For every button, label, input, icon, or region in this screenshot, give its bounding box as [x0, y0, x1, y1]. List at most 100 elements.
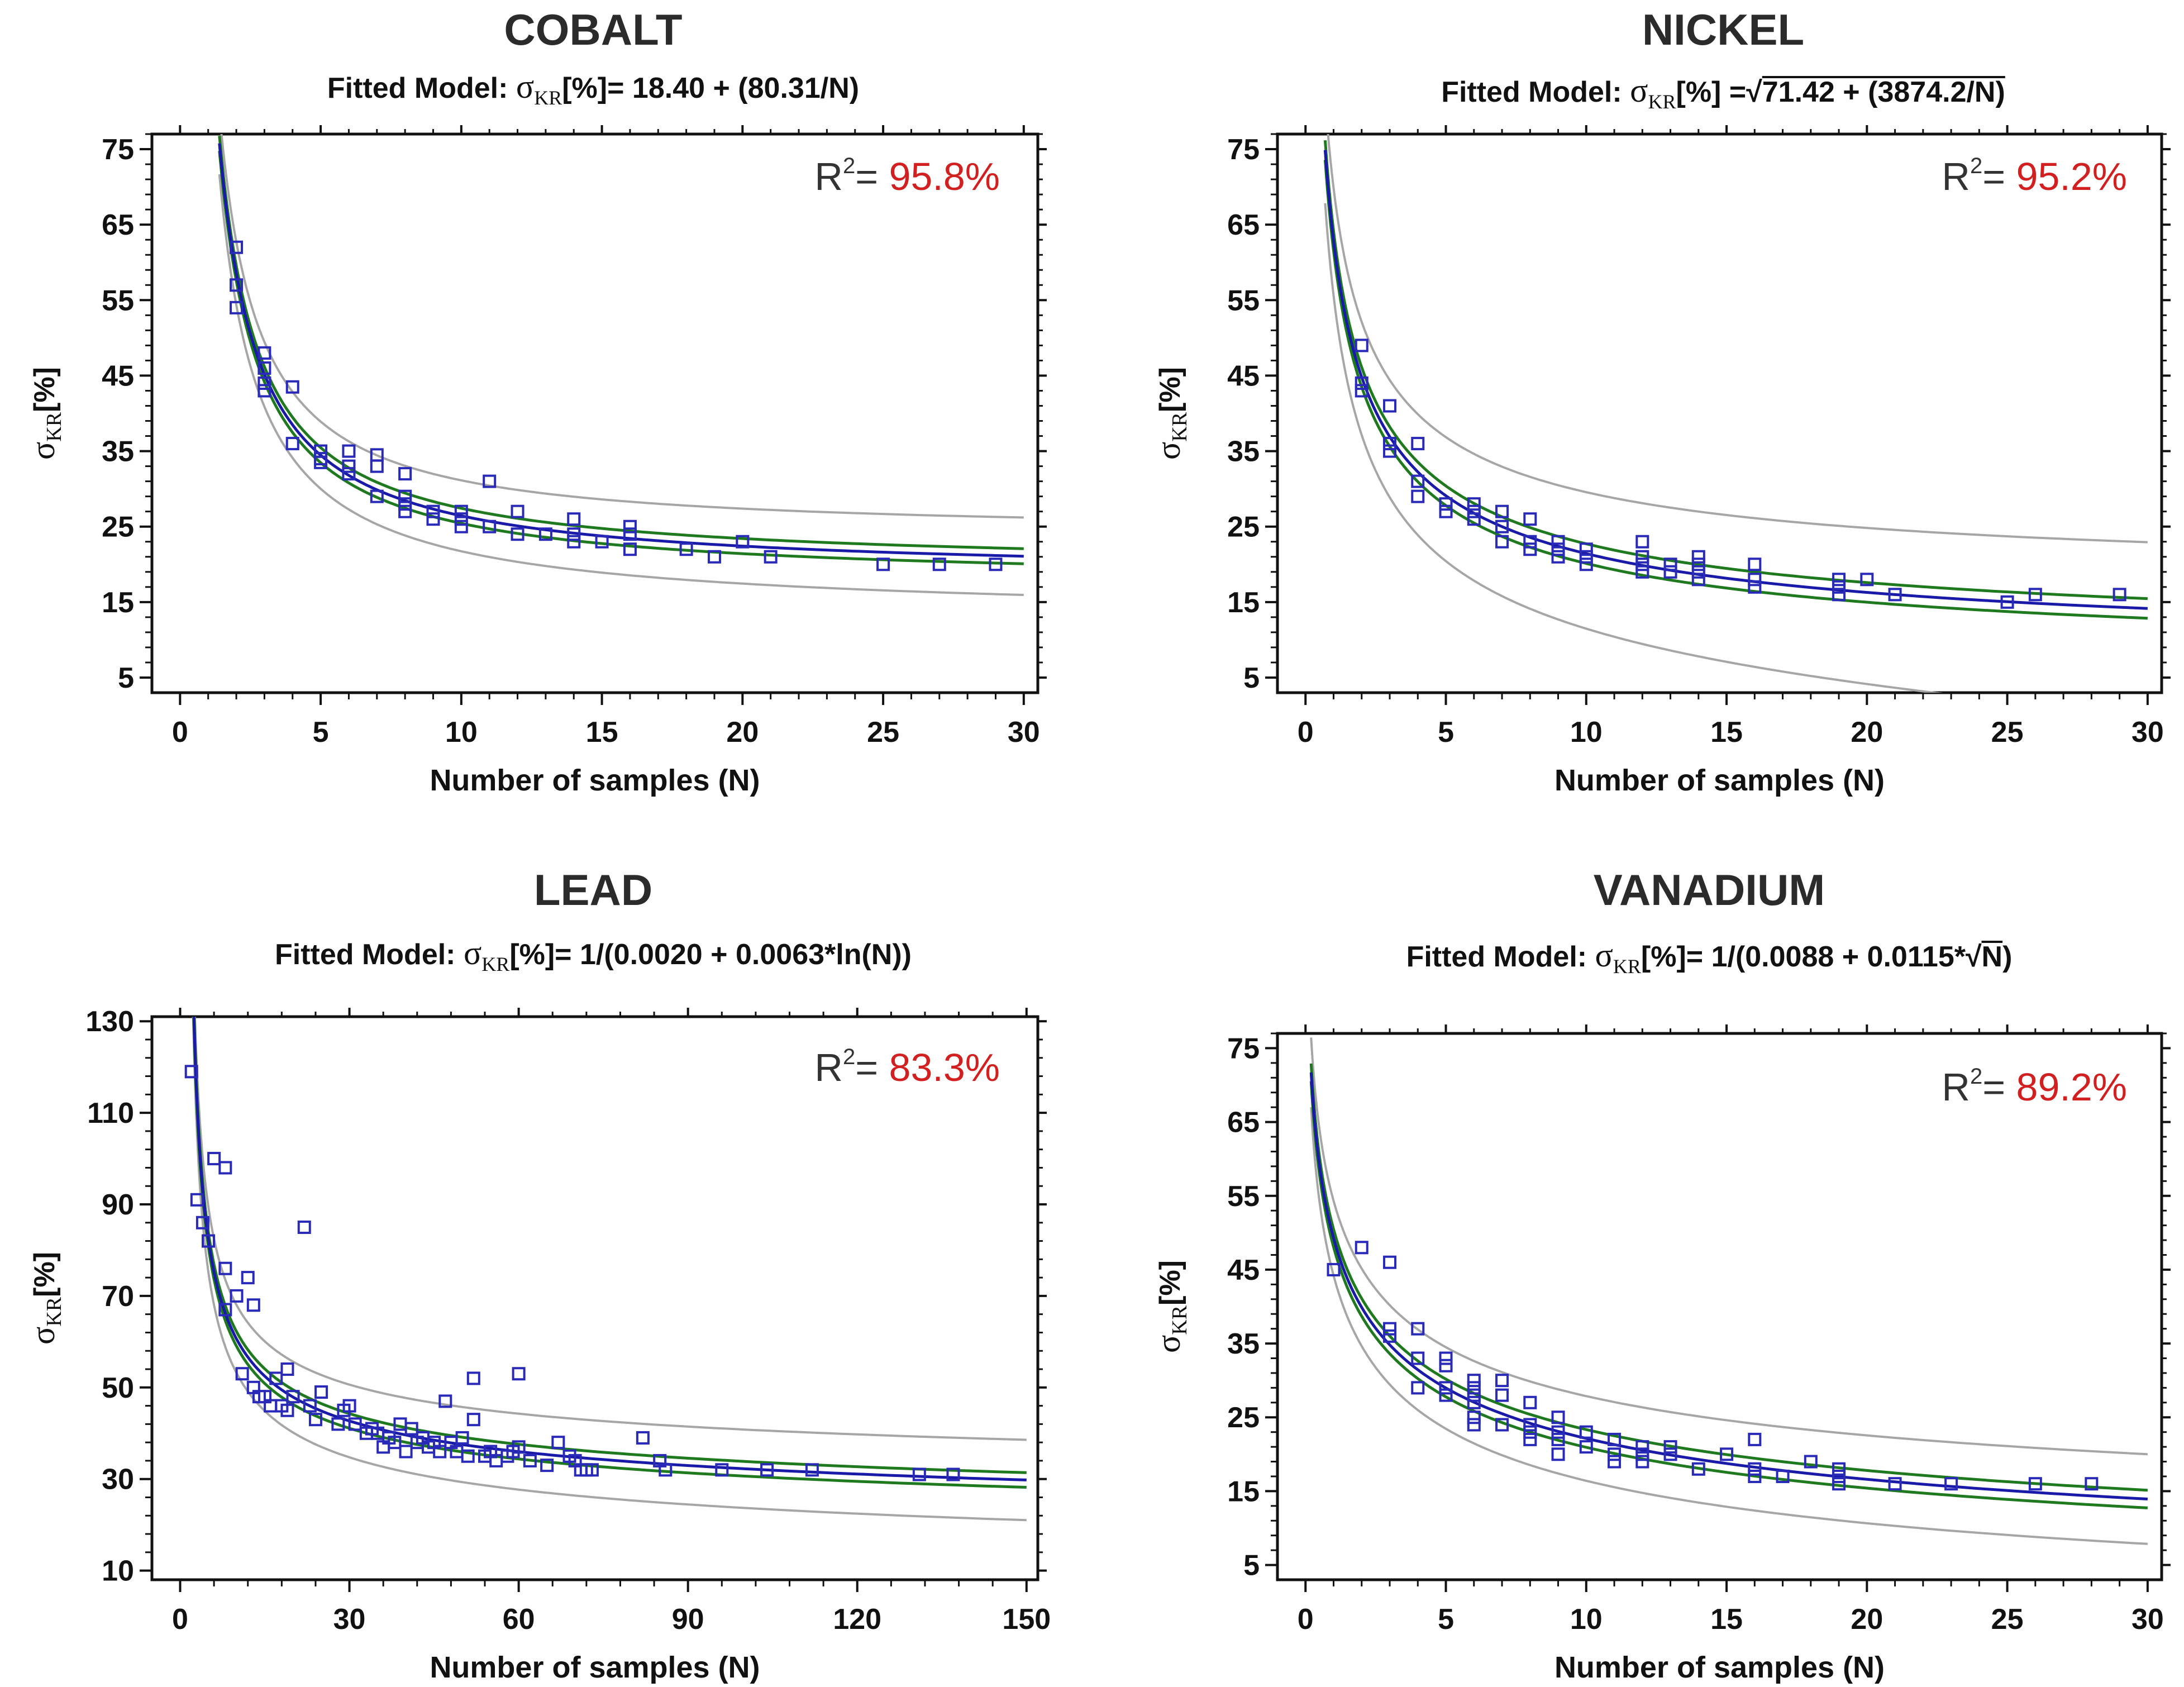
data-point: [1832, 1469, 1846, 1483]
data-point: [1832, 1462, 1846, 1476]
y-tick-label: 25: [102, 511, 134, 544]
x-tick-label: 150: [1002, 1603, 1051, 1636]
data-point: [454, 520, 468, 533]
data-point: [1551, 535, 1565, 549]
data-point: [805, 1463, 819, 1477]
data-point: [1888, 588, 1902, 602]
r2-equals: =: [1982, 1065, 2016, 1109]
data-point: [433, 1445, 447, 1459]
data-point: [257, 376, 271, 390]
data-point: [1579, 1425, 1593, 1439]
data-point: [1635, 550, 1649, 564]
data-point: [1635, 1447, 1649, 1461]
data-point: [1832, 1477, 1846, 1491]
y-tick-label: 30: [102, 1464, 134, 1496]
data-point: [2000, 595, 2014, 609]
data-point: [1355, 376, 1368, 390]
fitted-curve: [192, 1017, 1027, 1481]
y-tick-label: 75: [1227, 134, 1260, 166]
data-point: [286, 1390, 300, 1404]
fitted-curve: [218, 143, 1024, 558]
data-point: [1860, 573, 1874, 587]
y-tick-label: 35: [102, 436, 134, 468]
model-sigma: σ: [516, 68, 534, 105]
data-point: [426, 512, 440, 526]
data-point: [715, 1463, 729, 1477]
data-point: [1832, 588, 1846, 602]
x-tick-label: 30: [2131, 716, 2164, 749]
r2-equals: =: [855, 1046, 889, 1089]
r-squared-annotation: R2= 95.8%: [814, 154, 1000, 198]
data-point: [1355, 384, 1368, 398]
data-point: [1748, 573, 1762, 587]
y-tick-label: 25: [1227, 1402, 1260, 1434]
model-prefix: Fitted Model:: [1406, 941, 1595, 973]
x-tick-label: 5: [313, 716, 329, 749]
y-tick-label: 5: [118, 662, 134, 694]
data-point: [1776, 1469, 1790, 1483]
data-point: [1383, 399, 1397, 413]
data-point: [1748, 1462, 1762, 1476]
data-point: [1439, 497, 1453, 511]
y-label-unit: [%]: [1154, 367, 1186, 412]
data-point: [512, 1440, 526, 1454]
y-label-sigma: σ: [25, 442, 61, 460]
data-point: [342, 1399, 356, 1413]
data-point: [1663, 565, 1677, 579]
r2-superscript: 2: [1970, 154, 1982, 178]
data-point: [257, 346, 271, 360]
data-point: [1748, 580, 1762, 594]
prediction-band-upper: [1310, 1037, 2148, 1456]
model-subscript: KR: [534, 87, 562, 109]
data-point: [230, 278, 244, 292]
r2-label: R: [1942, 1065, 1970, 1109]
y-tick-label: 110: [87, 1097, 134, 1130]
x-tick-label: 0: [172, 716, 188, 749]
data-point: [1439, 504, 1453, 518]
confidence-band-lower: [1309, 1081, 2148, 1509]
prediction-band-upper: [1327, 134, 2148, 544]
data-point: [466, 1371, 480, 1385]
data-point: [623, 520, 637, 533]
y-axis-label: σKR[%]: [25, 367, 66, 460]
x-tick-label: 25: [1991, 716, 2024, 749]
data-point: [280, 1362, 294, 1376]
data-point: [1523, 1395, 1537, 1409]
x-tick-label: 90: [672, 1603, 704, 1636]
data-point: [1495, 1374, 1509, 1388]
data-point: [370, 489, 384, 503]
data-point: [1411, 489, 1425, 503]
data-point: [1439, 1351, 1453, 1365]
data-point: [1944, 1477, 1958, 1491]
y-tick-label: 45: [102, 360, 134, 392]
data-point: [404, 1422, 418, 1436]
y-tick-label: 65: [1227, 209, 1260, 241]
prediction-band-lower: [218, 174, 1024, 596]
data-point: [230, 1289, 244, 1303]
model-radicand: N: [1982, 941, 2003, 973]
data-point: [257, 361, 271, 375]
y-label-sigma: σ: [1150, 442, 1187, 460]
x-tick-label: 15: [586, 716, 618, 749]
data-point: [1495, 1388, 1509, 1402]
x-tick-label: 30: [2131, 1603, 2164, 1636]
confidence-band-upper: [1323, 140, 2148, 601]
data-point: [454, 504, 468, 518]
data-point: [1495, 520, 1509, 533]
confidence-band-lower: [1323, 160, 2148, 620]
chart-title: VANADIUM: [1594, 865, 1825, 914]
data-point: [623, 527, 637, 541]
x-axis-label: Number of samples (N): [430, 1651, 760, 1684]
data-point: [1383, 1255, 1397, 1269]
data-point: [1635, 565, 1649, 579]
data-point: [1888, 1477, 1902, 1491]
x-tick-label: 15: [1710, 1603, 1743, 1636]
data-point: [1635, 557, 1649, 571]
y-tick-label: 55: [102, 284, 134, 317]
data-point: [1608, 1447, 1622, 1461]
r-squared-annotation: R2= 83.3%: [814, 1045, 1000, 1089]
x-tick-label: 20: [726, 716, 759, 749]
data-point: [760, 1463, 774, 1477]
y-tick-label: 45: [1227, 1254, 1260, 1286]
y-tick-label: 25: [1227, 511, 1260, 544]
